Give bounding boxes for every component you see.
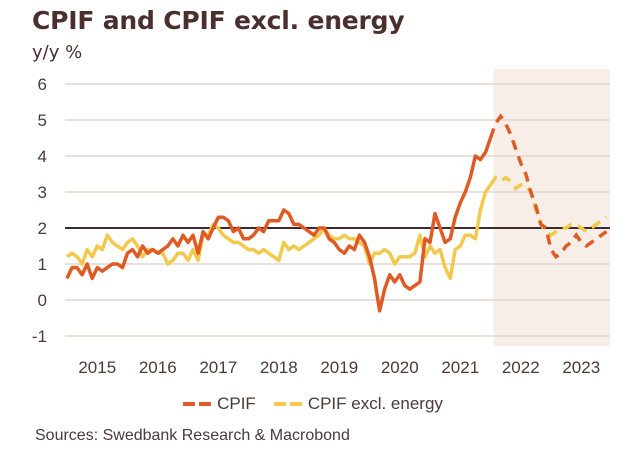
x-tick-label: 2015 <box>78 358 116 377</box>
cpif-actual-line <box>65 137 493 313</box>
x-tick-label: 2021 <box>441 358 479 377</box>
cpif-dashed-swatch-icon <box>183 402 212 406</box>
y-tick-label: 5 <box>38 111 47 130</box>
y-axis-ticks: -1 0 1 2 3 4 5 6 <box>32 75 47 346</box>
y-tick-label: 6 <box>38 75 47 94</box>
y-tick-label: 1 <box>38 255 47 274</box>
cpif-forecast-line <box>488 113 608 260</box>
y-tick-label: 0 <box>38 291 47 310</box>
cpif-excl-energy-actual-line <box>65 183 492 281</box>
source-note: Sources: Swedbank Research & Macrobond <box>35 427 350 444</box>
y-tick-label: 2 <box>38 219 47 238</box>
series-lines <box>65 113 608 313</box>
cpif-excl-energy-dashed-swatch-icon <box>273 402 302 406</box>
x-tick-label: 2020 <box>381 358 419 377</box>
legend-item-cpif-excl-energy[interactable]: CPIF excl. energy <box>273 394 443 414</box>
y-tick-label: 4 <box>38 147 47 166</box>
y-axis-unit-label: y/y % <box>32 42 83 63</box>
legend-item-cpif[interactable]: CPIF <box>183 394 256 414</box>
forecast-shade <box>493 69 610 346</box>
x-tick-label: 2023 <box>562 358 600 377</box>
gridlines <box>65 83 610 337</box>
x-axis-ticks: 2015 2016 2017 2018 2019 2020 2021 2022 2023 <box>78 358 600 377</box>
cpif-excl-energy-forecast-line <box>489 175 608 238</box>
legend-label: CPIF <box>217 394 256 413</box>
legend-label: CPIF excl. energy <box>307 394 443 413</box>
x-tick-label: 2018 <box>260 358 298 377</box>
y-tick-label: -1 <box>32 327 47 346</box>
x-tick-label: 2017 <box>199 358 237 377</box>
x-tick-label: 2022 <box>502 358 540 377</box>
legend: CPIF CPIF excl. energy <box>0 394 626 414</box>
chart-title: CPIF and CPIF excl. energy <box>32 6 405 35</box>
x-tick-label: 2016 <box>139 358 177 377</box>
y-tick-label: 3 <box>38 183 47 202</box>
x-tick-label: 2019 <box>320 358 358 377</box>
